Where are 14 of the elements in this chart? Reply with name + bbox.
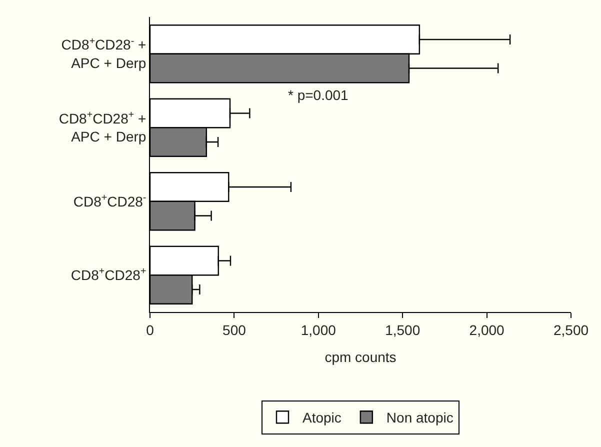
x-tick-label: 0 <box>146 322 154 338</box>
y-tick-label: CD8$^{+}$CD28$^{-}$ + APC + Derp <box>61 36 146 71</box>
x-tick-label: 1,000 <box>300 322 336 338</box>
y-tick-label: CD8$^{+}$CD28$^{+}$ + APC + Derp <box>58 110 146 145</box>
legend-label: Non atopic <box>386 410 454 426</box>
x-tick-label: 2,500 <box>553 322 589 338</box>
annotation: * p=0.001 <box>288 87 349 103</box>
y-tick-label: CD8$^{+}$CD28$^{+}$ <box>70 266 146 284</box>
legend-label: Atopic <box>302 410 342 426</box>
x-tick-label: 1,500 <box>385 322 420 338</box>
x-tick-label: 500 <box>222 322 246 338</box>
x-tick-label: 2,000 <box>469 322 505 338</box>
y-tick-label: CD8$^{+}$CD28$^{-}$ <box>73 192 146 210</box>
x-axis-title: cpm counts <box>324 349 396 366</box>
